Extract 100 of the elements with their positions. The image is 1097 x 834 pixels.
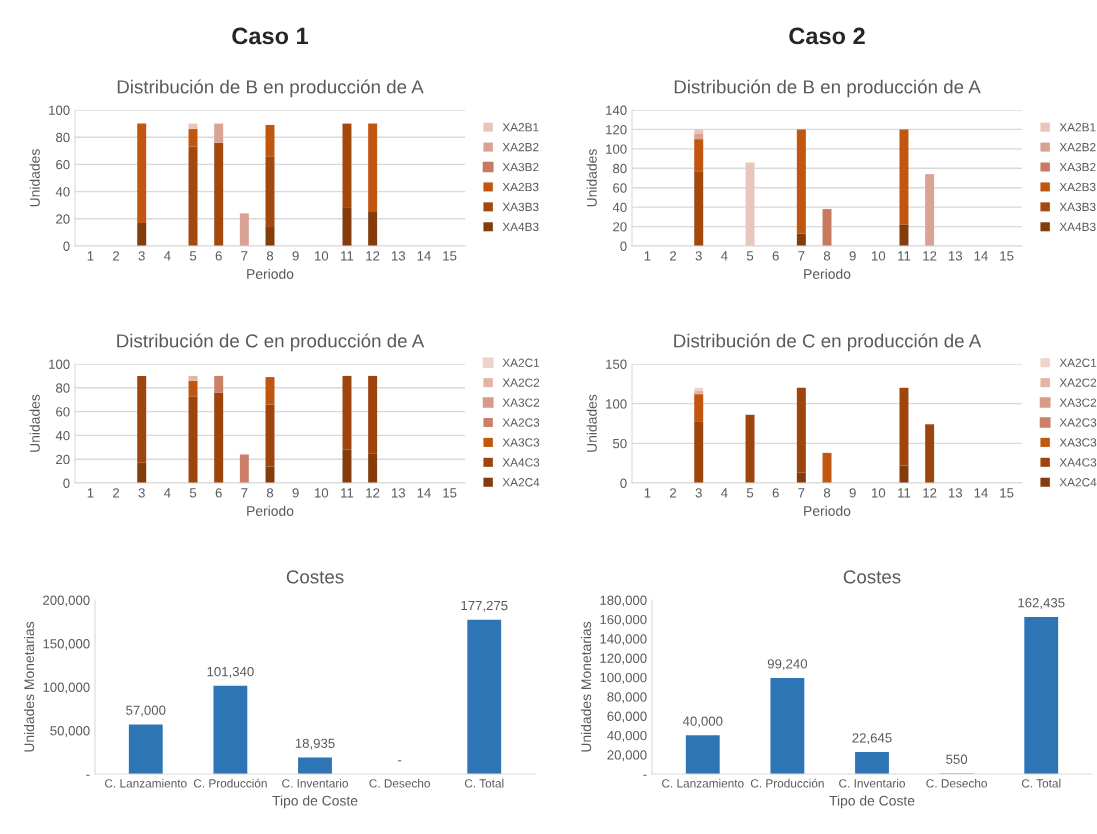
x-axis-title: Periodo (247, 268, 294, 279)
x-tick-label: 1 (644, 488, 651, 498)
y-tick-label: 40 (55, 430, 70, 441)
legend-label: XA2B2 (502, 142, 539, 152)
y-tick-label: 20 (613, 222, 627, 232)
legend-label: XA2C2 (1059, 378, 1097, 387)
x-tick-label: 10 (314, 488, 329, 498)
legend-label: XA3C3 (502, 438, 540, 447)
chart-title: Distribución de C en producción de A (117, 333, 425, 352)
x-tick-label: 3 (695, 251, 702, 261)
x-tick-label: C. Desecho (926, 778, 987, 788)
x-tick-label: 9 (292, 488, 299, 498)
legend-label: XA3C2 (502, 398, 540, 407)
x-tick-label: 7 (798, 251, 805, 261)
y-tick-label: 60 (56, 407, 70, 417)
y-tick-label: 100 (606, 144, 627, 154)
x-tick-label: C. Desecho (369, 778, 430, 788)
y-tick-label: 120,000 (600, 653, 647, 665)
x-tick-label: 6 (772, 488, 779, 498)
legend-label: XA4C3 (1059, 458, 1097, 467)
x-tick-label: 6 (215, 251, 222, 261)
x-tick-label: C. Total (464, 778, 504, 788)
y-tick-label: 80 (613, 163, 627, 174)
y-tick-label: 50,000 (50, 726, 90, 737)
chart-title: Distribución de B en producción de A (117, 79, 424, 98)
y-tick-label: 20,000 (607, 750, 647, 762)
legend-label: XA3C2 (1059, 398, 1097, 407)
x-tick-label: 2 (113, 488, 120, 498)
x-axis-title: Tipo de Coste (272, 795, 358, 809)
x-tick-label: 11 (898, 488, 911, 498)
legend-label: XA2C3 (1059, 418, 1097, 427)
x-tick-label: 8 (823, 488, 831, 498)
y-axis-title: Unidades (29, 149, 40, 207)
data-label: 57,000 (126, 705, 166, 717)
legend-label: XA2B3 (502, 182, 539, 192)
legend-label: XA2C3 (502, 418, 540, 427)
legend-label: XA3B3 (1059, 202, 1096, 212)
data-label: 99,240 (767, 659, 808, 671)
chart-title: Costes (286, 570, 344, 584)
data-label: 101,340 (207, 666, 254, 678)
y-tick-label: 0 (63, 241, 70, 251)
x-tick-label: 14 (974, 488, 988, 498)
data-label: 18,935 (295, 738, 335, 750)
data-label: 22,645 (852, 733, 892, 745)
legend-label: XA2B3 (1059, 182, 1096, 192)
legend-label: XA2B1 (502, 123, 539, 132)
y-tick-label: 100,000 (43, 682, 90, 694)
legend-label: XA3B2 (1059, 162, 1096, 172)
legend-label: XA3C3 (1059, 438, 1097, 447)
x-tick-label: 13 (948, 488, 963, 498)
x-tick-label: 12 (366, 488, 380, 498)
chart-title: Distribución de C en producción de A (674, 333, 982, 352)
x-tick-label: 2 (670, 488, 677, 498)
x-tick-label: 8 (266, 251, 274, 261)
legend-label: XA2C1 (502, 358, 540, 367)
x-tick-label: 4 (164, 488, 171, 498)
y-tick-label: 40 (612, 202, 627, 213)
x-tick-label: 14 (417, 251, 431, 261)
data-label: - (398, 760, 402, 762)
x-tick-label: 15 (443, 251, 457, 261)
y-tick-label: 0 (620, 241, 627, 251)
legend-label: XA2C4 (502, 478, 540, 487)
x-tick-label: 6 (772, 251, 779, 261)
legend-label: XA2C2 (502, 378, 540, 387)
y-tick-label: 60,000 (607, 711, 647, 723)
x-axis-title: Periodo (247, 505, 294, 516)
y-tick-label: 160,000 (600, 614, 647, 626)
data-label: 162,435 (1018, 598, 1065, 609)
legend-label: XA3B2 (502, 162, 539, 172)
x-axis-title: Periodo (804, 268, 851, 279)
x-tick-label: C. Lanzamiento (662, 778, 744, 788)
x-tick-label: 8 (823, 251, 831, 261)
y-tick-label: 20 (56, 454, 70, 465)
x-tick-label: 3 (138, 251, 145, 261)
y-tick-label: 200,000 (43, 595, 90, 607)
x-tick-label: 8 (266, 488, 274, 498)
x-tick-label: 15 (1000, 251, 1014, 261)
y-axis-title: Unidades Monetarias (580, 621, 592, 752)
x-tick-label: C. Producción (193, 778, 267, 788)
x-tick-label: C. Inventario (839, 778, 905, 788)
x-tick-label: 9 (849, 251, 856, 261)
y-tick-label: 180,000 (600, 595, 647, 607)
chart-title: Distribución de B en producción de A (674, 79, 981, 98)
y-tick-label: 80,000 (607, 692, 647, 704)
x-tick-label: 9 (292, 251, 299, 261)
x-tick-label: 1 (87, 488, 94, 498)
y-tick-label: - (643, 774, 647, 776)
y-tick-label: 100 (606, 399, 627, 409)
y-axis-title: Unidades (586, 149, 597, 207)
legend-label: XA2B1 (1059, 123, 1096, 132)
x-tick-label: C. Inventario (282, 778, 348, 788)
y-tick-label: - (86, 774, 90, 776)
x-tick-label: 11 (898, 251, 911, 261)
x-tick-label: 7 (798, 488, 805, 498)
text: Caso 1 (232, 27, 309, 45)
x-tick-label: C. Total (1021, 778, 1061, 788)
x-tick-label: 13 (391, 251, 406, 261)
x-tick-label: 4 (721, 251, 728, 261)
legend-label: XA2C4 (1059, 478, 1097, 487)
x-tick-label: C. Lanzamiento (105, 778, 187, 788)
